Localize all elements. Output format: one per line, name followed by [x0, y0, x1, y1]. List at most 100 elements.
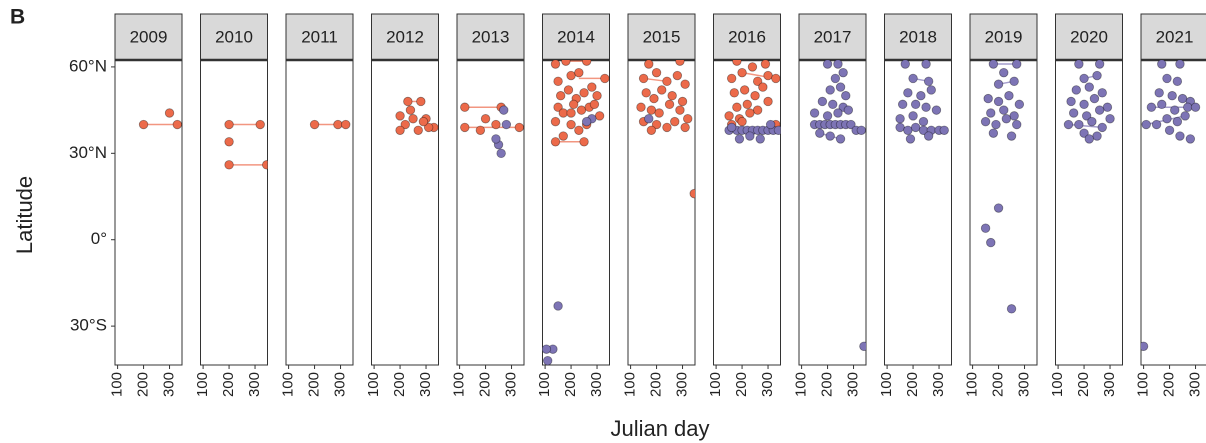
x-tick-label: 300 — [588, 372, 605, 397]
point — [908, 111, 918, 121]
point — [491, 119, 501, 130]
point — [1146, 102, 1157, 112]
x-tick-label: 200 — [990, 372, 1007, 397]
strip — [713, 13, 781, 61]
point — [475, 125, 486, 135]
panel-marks — [895, 60, 949, 144]
point — [980, 116, 991, 127]
point — [750, 91, 760, 101]
point — [1071, 85, 1081, 95]
point — [993, 96, 1004, 107]
point — [773, 125, 781, 135]
point — [1172, 76, 1183, 87]
point — [644, 114, 654, 124]
point — [651, 67, 662, 78]
point — [732, 102, 742, 112]
x-tick-label: 100 — [1049, 372, 1066, 397]
point — [164, 108, 175, 118]
point — [895, 122, 905, 133]
point — [1089, 93, 1100, 104]
x-tick-label: 100 — [707, 372, 724, 397]
point — [1001, 114, 1012, 124]
point — [760, 60, 771, 69]
panel-marks — [724, 60, 781, 144]
point — [1157, 60, 1167, 69]
point — [763, 96, 773, 107]
panel — [542, 59, 610, 366]
point — [662, 76, 672, 87]
x-tick-label: 200 — [733, 372, 750, 397]
point — [1066, 96, 1076, 107]
point — [993, 203, 1004, 213]
point — [1014, 99, 1025, 110]
point — [841, 91, 851, 101]
point — [600, 73, 610, 84]
point — [1009, 111, 1019, 121]
point — [856, 125, 866, 135]
point — [680, 79, 690, 89]
point — [1190, 102, 1201, 112]
point — [566, 119, 576, 130]
point — [1094, 60, 1105, 69]
point — [309, 119, 320, 130]
x-axis-title: Julian day — [610, 416, 709, 441]
point — [900, 60, 910, 69]
point — [1162, 114, 1172, 124]
point — [550, 137, 561, 147]
point — [589, 99, 600, 110]
point — [581, 60, 592, 66]
point — [1102, 102, 1113, 112]
x-tick-label: 200 — [477, 372, 494, 397]
strip-label: 2015 — [643, 27, 681, 46]
point — [499, 105, 509, 115]
x-tick-label: 100 — [793, 372, 810, 397]
point — [649, 93, 659, 104]
x-tick-label: 200 — [1161, 372, 1178, 397]
point — [400, 119, 410, 130]
panel-marks — [1141, 60, 1201, 351]
point — [1162, 73, 1172, 84]
point — [1079, 73, 1089, 84]
point — [859, 341, 866, 351]
point — [739, 85, 750, 95]
point — [1081, 111, 1092, 121]
point — [828, 99, 838, 110]
panel-marks — [309, 119, 351, 130]
point — [501, 119, 512, 130]
strip-label: 2009 — [130, 27, 168, 46]
strip-label: 2010 — [215, 27, 253, 46]
x-tick-label: 300 — [1016, 372, 1033, 397]
point — [895, 114, 905, 124]
x-tick-label: 200 — [391, 372, 408, 397]
point — [923, 76, 934, 87]
point — [550, 116, 561, 127]
x-tick-label: 200 — [904, 372, 921, 397]
x-tick-label: 100 — [451, 372, 468, 397]
point — [897, 99, 908, 110]
point — [910, 99, 921, 110]
point — [654, 108, 664, 118]
point — [550, 60, 561, 69]
point — [1183, 102, 1193, 112]
panel — [456, 59, 525, 366]
point — [405, 105, 416, 115]
point — [496, 148, 506, 159]
point — [999, 105, 1009, 115]
point — [1170, 105, 1180, 115]
point — [1141, 119, 1151, 130]
point — [1068, 108, 1079, 118]
point — [1097, 122, 1107, 133]
point — [822, 111, 833, 121]
point — [755, 134, 765, 144]
point — [1087, 116, 1097, 127]
panel-marks — [395, 96, 439, 135]
x-tick-label: 300 — [845, 372, 862, 397]
point — [675, 60, 685, 66]
point — [742, 99, 752, 110]
point — [646, 125, 657, 135]
strip — [542, 13, 610, 61]
point — [926, 85, 936, 95]
point — [809, 108, 820, 118]
point — [1084, 134, 1094, 144]
